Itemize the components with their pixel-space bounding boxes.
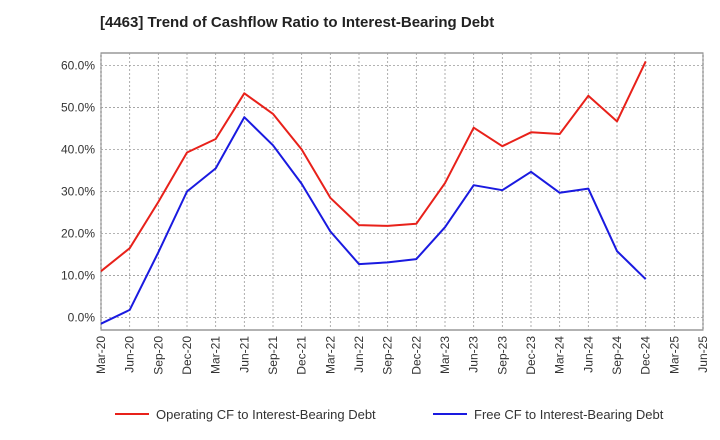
- legend: Operating CF to Interest-Bearing Debt Fre…: [115, 407, 664, 422]
- y-tick-label: 50.0%: [61, 101, 95, 115]
- x-tick-label: Dec-23: [524, 336, 538, 375]
- legend-label-1: Operating CF to Interest-Bearing Debt: [156, 407, 376, 422]
- x-tick-label: Sep-22: [381, 336, 395, 375]
- x-tick-label: Jun-22: [352, 336, 366, 373]
- x-tick-label: Mar-23: [438, 336, 452, 374]
- y-tick-label: 30.0%: [61, 185, 95, 199]
- x-tick-label: Jun-25: [696, 336, 710, 373]
- x-tick-label: Mar-20: [94, 336, 108, 374]
- x-tick-label: Dec-22: [409, 336, 423, 375]
- y-tick-label: 10.0%: [61, 268, 95, 282]
- series-line-1: [100, 60, 647, 272]
- legend-label-2: Free CF to Interest-Bearing Debt: [474, 407, 664, 422]
- series-line-2: [100, 116, 647, 325]
- x-tick-label: Jun-24: [581, 336, 595, 373]
- chart-title: [4463] Trend of Cashflow Ratio to Intere…: [100, 14, 495, 31]
- y-tick-label: 60.0%: [61, 59, 95, 73]
- y-tick-label: 20.0%: [61, 226, 95, 240]
- plot-area: 0.0% 10.0% 20.0% 30.0% 40.0% 50.0% 60.0% Mar-20…: [61, 52, 710, 375]
- x-tick-label: Mar-24: [553, 336, 567, 374]
- x-tick-label: Dec-21: [295, 336, 309, 375]
- y-tick-label: 40.0%: [61, 143, 95, 157]
- x-tick-label: Sep-21: [266, 336, 280, 375]
- x-tick-label: Dec-20: [180, 336, 194, 375]
- x-tick-label: Jun-20: [123, 336, 137, 373]
- x-tick-label: Mar-22: [323, 336, 337, 374]
- x-tick-label: Sep-23: [495, 336, 509, 375]
- x-tick-label: Mar-21: [209, 336, 223, 374]
- x-tick-label: Jun-21: [237, 336, 251, 373]
- x-tick-label: Jun-23: [467, 336, 481, 373]
- x-tick-label: Sep-24: [610, 336, 624, 375]
- x-tick-label: Sep-20: [151, 336, 165, 375]
- x-tick-label: Dec-24: [639, 336, 653, 375]
- x-tick-label: Mar-25: [667, 336, 681, 374]
- y-tick-label: 0.0%: [68, 310, 96, 324]
